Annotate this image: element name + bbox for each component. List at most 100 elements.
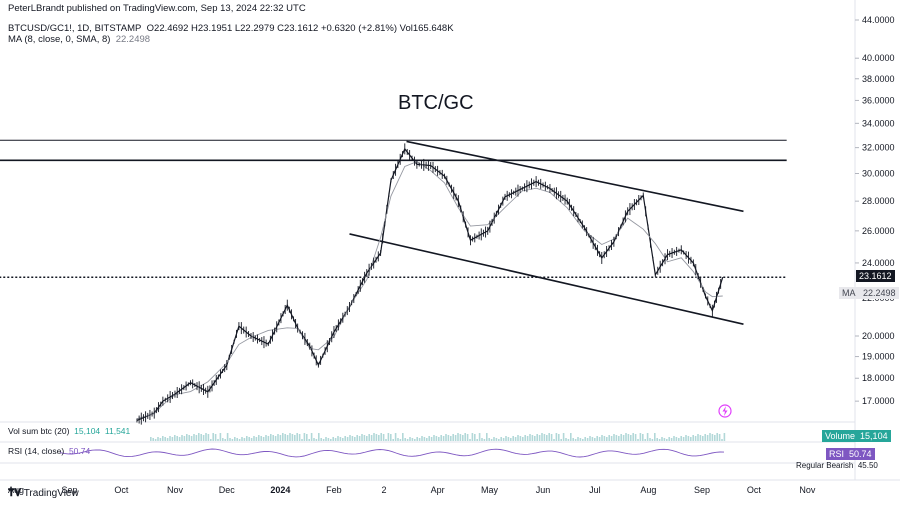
volume-bar bbox=[260, 436, 262, 441]
price-tick-label: 26.0000 bbox=[862, 226, 895, 236]
volume-bar bbox=[606, 437, 608, 441]
time-axis: Aug Sep Oct Nov Dec 2024 Feb 2 Apr May Jun Jul Aug Se… bbox=[8, 485, 816, 495]
volume-bar bbox=[414, 439, 416, 441]
price-tick-label: 40.0000 bbox=[862, 53, 895, 63]
volume-bar bbox=[534, 436, 536, 441]
volume-bar bbox=[205, 433, 207, 441]
volume-bar bbox=[471, 433, 474, 441]
trendline bbox=[406, 140, 744, 213]
volume-bar bbox=[524, 435, 526, 441]
volume-bar bbox=[481, 438, 483, 441]
volume-bar bbox=[430, 437, 433, 441]
volume-bar bbox=[327, 438, 330, 441]
volume-bar bbox=[411, 438, 414, 441]
volume-legend[interactable]: Vol sum btc (20) 15,104 11,541 bbox=[8, 426, 130, 436]
rsi-badge: RSI 50.74 bbox=[826, 448, 875, 460]
volume-legend-label: Vol sum btc (20) bbox=[8, 426, 70, 436]
volume-bar bbox=[181, 435, 183, 441]
volume-bar bbox=[536, 434, 538, 441]
volume-bar bbox=[217, 439, 219, 441]
volume-bar bbox=[560, 439, 562, 441]
time-tick-label: Oct bbox=[114, 485, 129, 495]
volume-bar bbox=[286, 435, 289, 441]
volume-bar bbox=[519, 436, 522, 441]
time-tick-label: 2024 bbox=[270, 485, 290, 495]
volume-bar bbox=[404, 438, 406, 441]
volume-bar bbox=[594, 438, 596, 441]
rsi-divergence-text: Regular Bearish bbox=[796, 461, 854, 470]
volume-bar bbox=[380, 433, 382, 441]
volume-bar bbox=[330, 439, 332, 441]
volume-bar bbox=[709, 433, 711, 441]
rsi-legend-value: 50.74 bbox=[68, 446, 91, 456]
volume-bar bbox=[291, 434, 294, 441]
volume-bar bbox=[469, 439, 471, 441]
volume-bar bbox=[255, 437, 258, 441]
ma-legend[interactable]: MA (8, close, 0, SMA, 8) 22.2498 bbox=[8, 34, 150, 45]
volume-badge: Volume 15,104 bbox=[822, 430, 891, 442]
tradingview-logo[interactable]: 𝐓𝐕 TradingView bbox=[8, 488, 79, 499]
volume-bar bbox=[711, 434, 714, 441]
volume-bar bbox=[572, 438, 574, 441]
volume-bar bbox=[440, 435, 442, 441]
volume-bar bbox=[306, 434, 308, 441]
trendline bbox=[349, 233, 744, 325]
time-tick-label: Feb bbox=[326, 485, 342, 495]
price-tick-label: 19.0000 bbox=[862, 352, 895, 362]
rsi-legend[interactable]: RSI (14, close) 50.74 bbox=[8, 446, 90, 456]
volume-bar bbox=[579, 438, 582, 441]
volume-bar bbox=[274, 436, 277, 441]
volume-bar bbox=[678, 438, 680, 441]
volume-bar bbox=[474, 434, 476, 441]
volume-bar bbox=[394, 433, 397, 441]
volume-bar bbox=[690, 437, 692, 441]
time-tick-label: Oct bbox=[747, 485, 762, 495]
volume-bar bbox=[267, 436, 270, 441]
volume-bar bbox=[409, 437, 411, 441]
volume-bar bbox=[718, 434, 721, 441]
symbol-label[interactable]: BTCUSD/GC1!, 1D, BITSTAMP bbox=[8, 23, 142, 34]
volume-bar bbox=[385, 439, 387, 441]
volume-bar bbox=[483, 439, 486, 441]
volume-bar bbox=[344, 436, 346, 441]
publisher-line: PeterLBrandt published on TradingView.co… bbox=[8, 3, 306, 14]
volume-bar bbox=[378, 435, 380, 441]
volume-bar bbox=[214, 434, 217, 441]
volume-bar bbox=[615, 435, 618, 441]
volume-bar bbox=[183, 436, 186, 441]
volume-bar bbox=[178, 437, 181, 441]
volume-bar bbox=[558, 434, 560, 441]
time-tick-label: Nov bbox=[167, 485, 184, 495]
volume-bar bbox=[622, 435, 625, 441]
volume-bar bbox=[517, 435, 519, 441]
volume-bar bbox=[169, 436, 171, 441]
volume-bar bbox=[666, 439, 668, 441]
volume-bar bbox=[687, 436, 690, 441]
volume-bar bbox=[265, 435, 267, 441]
volume-bar bbox=[159, 438, 162, 441]
volume-bar bbox=[226, 433, 229, 441]
price-tick-label: 28.0000 bbox=[862, 196, 895, 206]
volume-bar bbox=[699, 435, 702, 441]
volume-bar bbox=[495, 438, 498, 441]
volume-bar bbox=[325, 437, 327, 441]
volume-bar bbox=[231, 439, 234, 441]
volume-bar bbox=[250, 438, 253, 441]
volume-legend-value-1: 15,104 bbox=[74, 426, 101, 436]
volume-bar bbox=[315, 439, 318, 441]
volume-bar bbox=[661, 437, 663, 441]
volume-bar bbox=[198, 433, 200, 441]
volume-bar bbox=[152, 438, 154, 441]
volume-bar bbox=[682, 437, 685, 441]
price-tick-label: 17.0000 bbox=[862, 396, 895, 406]
lightning-icon[interactable] bbox=[718, 404, 732, 418]
volume-bar bbox=[241, 437, 243, 441]
volume-bar bbox=[296, 433, 298, 441]
volume-bar bbox=[438, 437, 440, 441]
volume-bar bbox=[589, 436, 591, 441]
volume-bar bbox=[555, 433, 558, 441]
volume-bar bbox=[334, 438, 337, 441]
price-series bbox=[136, 143, 724, 425]
volume-bar bbox=[476, 439, 478, 441]
